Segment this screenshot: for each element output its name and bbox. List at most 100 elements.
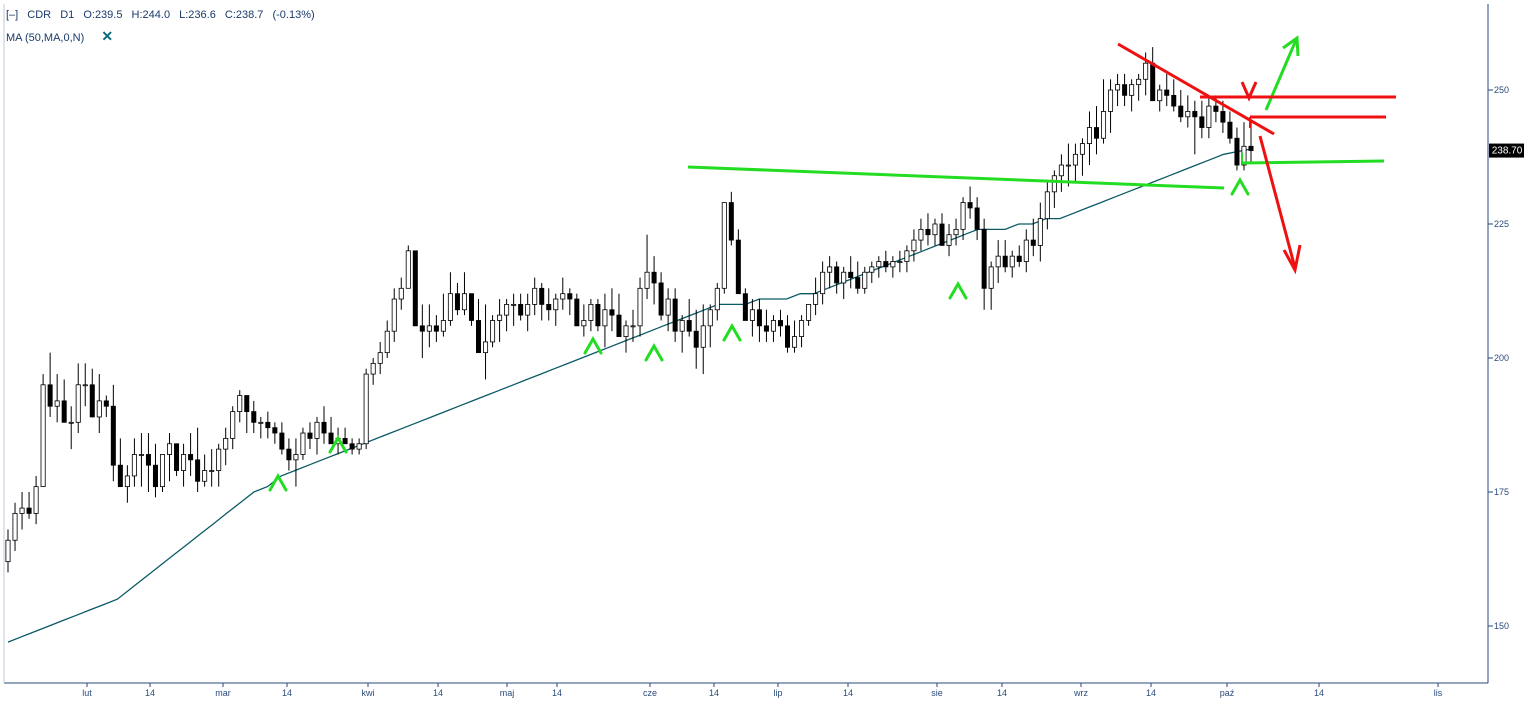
candle-body [813, 293, 819, 305]
candle [777, 309, 783, 337]
candle [1037, 202, 1043, 262]
ma-line [7, 148, 1252, 643]
candle [1234, 127, 1240, 171]
candle-body [827, 266, 833, 273]
candle [953, 218, 959, 246]
axis-layer: 150 175 200 225 250 lut 14 mar 14 kwi 14 maj 14 cze 14… [82, 85, 1524, 698]
candle-body [454, 293, 460, 311]
candle-body [792, 336, 798, 348]
candle-body [532, 287, 538, 305]
candle-body [707, 309, 713, 327]
candle-body [1164, 89, 1170, 96]
candle-body [391, 298, 397, 332]
candle-body [54, 400, 60, 407]
candle-body [693, 330, 699, 348]
support-marker [722, 322, 742, 342]
candle [911, 229, 917, 262]
close-icon[interactable]: ✕ [101, 28, 114, 44]
candle [1079, 138, 1085, 176]
x-tick-label: lut [82, 688, 92, 698]
candle-body [911, 239, 917, 252]
support-marker [1230, 176, 1250, 196]
resistance-marker [1240, 81, 1258, 102]
candle-body [981, 228, 987, 289]
candle [686, 299, 692, 337]
candle-body [602, 309, 608, 327]
candle-body [356, 443, 362, 450]
candle [426, 304, 432, 348]
candle-body [988, 266, 994, 289]
candle [265, 411, 271, 439]
collapse-icon[interactable]: [–] [6, 9, 19, 21]
candle-body [1051, 175, 1057, 193]
candle-body [12, 513, 18, 541]
candle-body [785, 325, 791, 348]
candle [202, 454, 208, 487]
support-marker [328, 434, 348, 454]
candle [342, 427, 348, 445]
candle-body [461, 293, 467, 311]
candle-body [869, 266, 875, 273]
candle [461, 272, 467, 316]
x-tick-label: wrz [1073, 688, 1088, 698]
x-tick-label: mar [215, 688, 231, 698]
candle-body [806, 303, 812, 321]
candle [1101, 79, 1107, 144]
candle-body [777, 320, 783, 327]
candle-body [159, 454, 166, 488]
candle-body [567, 293, 573, 300]
candle-body [539, 287, 545, 305]
candle [792, 320, 798, 353]
candle-body [19, 507, 25, 514]
candle-body [1093, 127, 1100, 139]
support-marker [268, 472, 288, 492]
candle-body [1023, 239, 1029, 262]
candle [209, 449, 215, 487]
candle [1086, 111, 1092, 166]
candle-body [1037, 218, 1043, 246]
x-tick-label: sie [931, 688, 943, 698]
candle [581, 304, 587, 337]
candle [272, 422, 278, 444]
x-tick-label: 14 [552, 688, 562, 698]
candles-layer [5, 47, 1254, 573]
candle [855, 261, 861, 294]
candle-body [1192, 111, 1198, 118]
candle [693, 309, 699, 369]
candle [532, 277, 538, 316]
candle [391, 288, 397, 342]
candle-body [742, 293, 748, 321]
candle [40, 374, 46, 488]
y-tick-label: 250 [1494, 85, 1509, 95]
candle-body [419, 325, 425, 332]
candle [363, 368, 369, 450]
candle [518, 293, 524, 321]
candle-body [1213, 105, 1219, 112]
candle-body [560, 293, 566, 300]
candle [770, 315, 776, 342]
x-tick-label: 14 [997, 688, 1007, 698]
x-tick-label: 14 [843, 688, 853, 698]
candle [749, 299, 755, 337]
candle [1002, 240, 1008, 273]
candle-body [1002, 255, 1008, 268]
last-price-label: 238.70 [1492, 146, 1523, 157]
candle [195, 427, 201, 492]
candle [384, 320, 390, 358]
candle [841, 266, 847, 300]
candle-body [616, 314, 622, 337]
candle [616, 293, 622, 337]
candle [511, 293, 517, 326]
candle [75, 363, 81, 434]
candle-body [658, 282, 664, 316]
candle [707, 304, 713, 348]
candle-body [33, 486, 39, 514]
candle [742, 288, 748, 321]
candle [412, 250, 418, 327]
last-price-tag [1489, 143, 1524, 158]
candle-body [637, 287, 643, 327]
candle-body [728, 202, 734, 241]
candle-body [181, 454, 187, 471]
candle-body [862, 271, 868, 289]
